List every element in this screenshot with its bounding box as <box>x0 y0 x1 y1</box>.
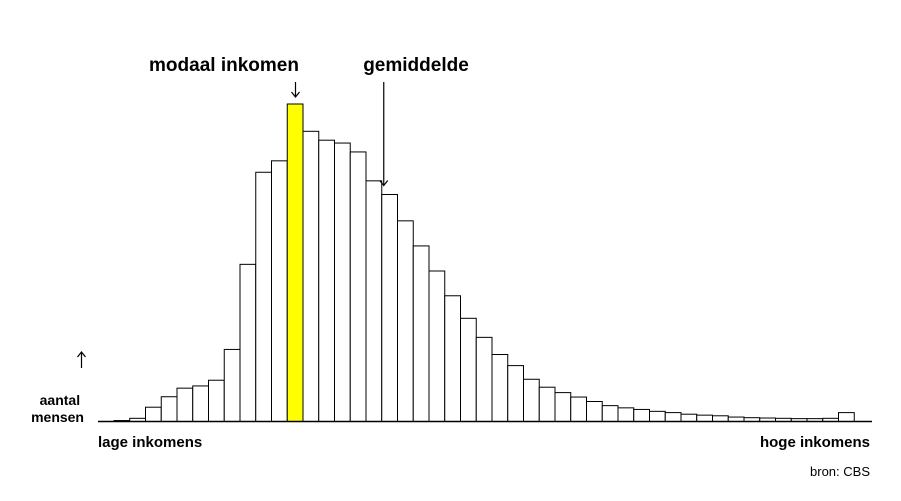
histogram-bar <box>633 408 650 423</box>
histogram-bar <box>554 392 572 422</box>
histogram-bar <box>475 336 493 422</box>
histogram-bar <box>255 171 272 422</box>
histogram-bar <box>239 263 257 422</box>
histogram-bar <box>712 415 729 423</box>
mean-label: gemiddelde <box>363 55 469 76</box>
histogram-bar <box>160 396 178 422</box>
histogram-bar <box>223 348 241 422</box>
y-axis-label: aantal mensen <box>31 392 84 425</box>
histogram-bar <box>428 270 446 422</box>
histogram-bar <box>570 396 587 422</box>
histogram-bar <box>192 385 209 423</box>
x-axis-label-right: hoge inkomens <box>760 434 870 451</box>
histogram-bar <box>491 354 509 423</box>
histogram-bar <box>381 193 398 422</box>
histogram-bar <box>586 401 603 422</box>
histogram-bar <box>302 130 320 422</box>
histogram-bar <box>444 295 461 422</box>
histogram-bar <box>696 414 713 422</box>
histogram-bar <box>460 317 477 422</box>
source-note: bron: CBS <box>810 464 870 479</box>
histogram-bar <box>617 407 635 423</box>
histogram-bar <box>176 387 194 423</box>
histogram-bar <box>208 379 225 423</box>
modal-income-label: modaal inkomen <box>149 55 299 76</box>
histogram-bar <box>664 412 682 422</box>
histogram-bar <box>680 413 698 423</box>
up-arrow-icon <box>77 351 86 368</box>
x-axis-label-left: lage inkomens <box>98 434 202 451</box>
y-axis-label-line-1: aantal <box>40 392 80 408</box>
histogram-bar <box>318 139 335 422</box>
histogram-bar <box>397 220 414 422</box>
mean-arrow-icon <box>379 82 389 187</box>
histogram-bar <box>349 151 367 422</box>
histogram-bar <box>365 180 383 422</box>
histogram-bar <box>838 412 855 422</box>
histogram-bar <box>507 365 524 422</box>
histogram-bars <box>113 103 855 423</box>
histogram-bar <box>523 378 540 422</box>
modal-arrow-icon <box>291 82 300 98</box>
y-axis-label-line-2: mensen <box>31 409 84 425</box>
histogram-bar-modal <box>286 103 304 422</box>
histogram-bar <box>601 405 619 423</box>
histogram-bar <box>271 160 288 423</box>
histogram-bar <box>334 142 351 423</box>
histogram-bar <box>649 410 666 422</box>
histogram-bar <box>412 245 430 422</box>
histogram-bar <box>145 406 162 422</box>
histogram-bar <box>538 386 556 422</box>
